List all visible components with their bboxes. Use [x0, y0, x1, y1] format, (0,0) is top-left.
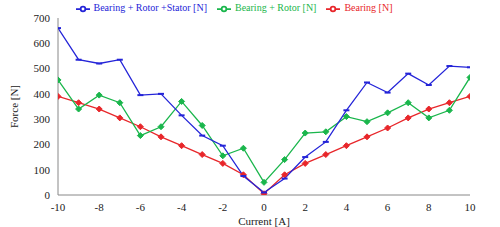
svg-text:2: 2: [302, 201, 308, 213]
svg-text:4: 4: [344, 201, 350, 213]
html-text:Bearing + Rotor [N]: Bearing + Rotor [N]: [235, 2, 317, 14]
svg-text:-8: -8: [95, 201, 105, 213]
svg-text:6: 6: [385, 201, 391, 213]
svg-text:-4: -4: [177, 201, 187, 213]
svg-text:600: 600: [34, 37, 51, 49]
svg-text:0: 0: [261, 201, 267, 213]
svg-text:100: 100: [34, 164, 51, 176]
svg-text:300: 300: [34, 113, 51, 125]
svg-text:-10: -10: [51, 201, 66, 213]
html-text:Bearing + Rotor +Stator [N]: Bearing + Rotor +Stator [N]: [93, 2, 207, 14]
svg-text:0: 0: [45, 189, 51, 201]
svg-text:-2: -2: [218, 201, 227, 213]
svg-text:Force [N]: Force [N]: [8, 85, 20, 128]
svg-text:700: 700: [34, 12, 51, 24]
svg-text:500: 500: [34, 62, 51, 74]
svg-text:Current [A]: Current [A]: [238, 215, 290, 227]
svg-text:200: 200: [34, 138, 51, 150]
svg-text:10: 10: [465, 201, 477, 213]
svg-text:-6: -6: [136, 201, 146, 213]
svg-text:8: 8: [426, 201, 432, 213]
html-text:Bearing [N]: Bearing [N]: [344, 2, 393, 14]
svg-text:400: 400: [34, 88, 51, 100]
